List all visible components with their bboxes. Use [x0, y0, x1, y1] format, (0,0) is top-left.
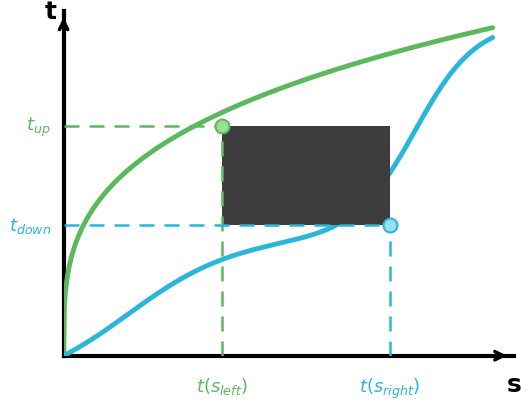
Text: $t_{up}$: $t_{up}$: [26, 115, 51, 138]
Text: t: t: [45, 0, 57, 24]
Bar: [223, 127, 390, 225]
Text: $t(s_{left})$: $t(s_{left})$: [196, 375, 249, 396]
Text: $t(s_{right})$: $t(s_{right})$: [359, 375, 420, 400]
Text: s: s: [507, 372, 522, 396]
Text: $t_{down}$: $t_{down}$: [8, 215, 51, 235]
